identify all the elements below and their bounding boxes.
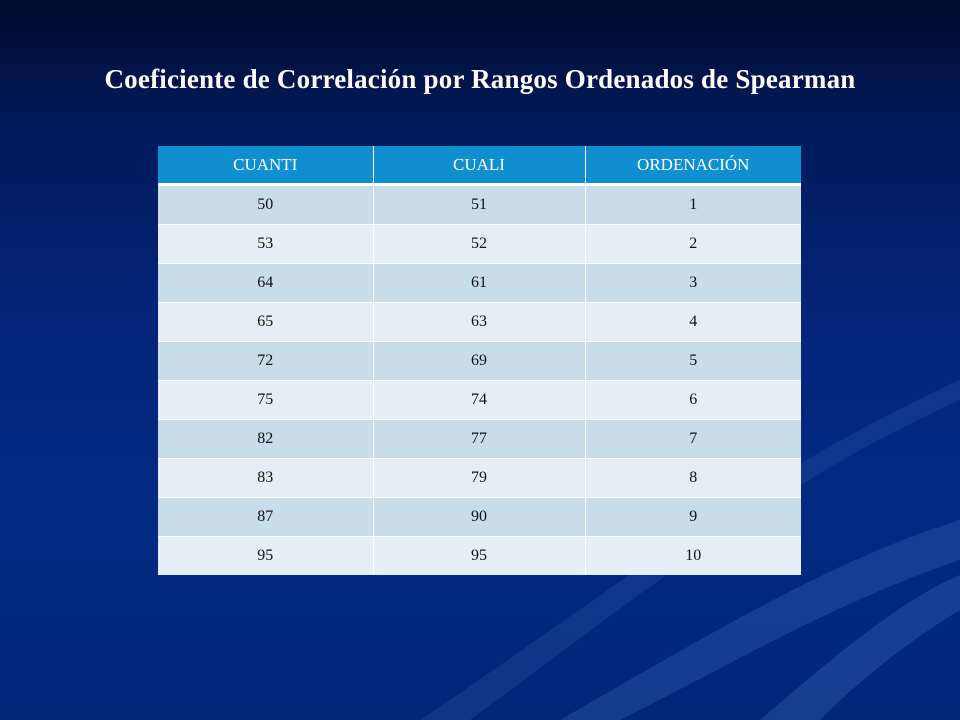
- cell-cuali: 61: [372, 263, 585, 303]
- table-row: 72 69 5: [158, 341, 801, 381]
- cell-ordenacion: 7: [584, 419, 801, 459]
- table-header-row: CUANTI CUALI ORDENACIÓN: [158, 146, 801, 186]
- cell-cuali: 52: [372, 224, 585, 264]
- cell-cuanti: 53: [158, 224, 373, 264]
- cell-ordenacion: 1: [584, 184, 801, 225]
- cell-cuali: 90: [372, 497, 585, 537]
- spearman-data-table: CUANTI CUALI ORDENACIÓN 50 51 1 53 52 2 …: [158, 146, 801, 575]
- cell-cuali: 79: [372, 458, 585, 498]
- slide-title: Coeficiente de Correlación por Rangos Or…: [104, 64, 856, 94]
- table-row: 65 63 4: [158, 302, 801, 342]
- table-row: 87 90 9: [158, 497, 801, 537]
- cell-cuanti: 83: [158, 458, 373, 498]
- table-row: 82 77 7: [158, 419, 801, 459]
- cell-ordenacion: 2: [584, 224, 801, 264]
- table-row: 53 52 2: [158, 224, 801, 264]
- cell-cuanti: 87: [158, 497, 373, 537]
- cell-ordenacion: 6: [584, 380, 801, 420]
- cell-cuali: 74: [372, 380, 585, 420]
- cell-ordenacion: 4: [584, 302, 801, 342]
- cell-ordenacion: 5: [584, 341, 801, 381]
- cell-cuali: 95: [372, 536, 585, 575]
- cell-cuanti: 95: [158, 536, 373, 575]
- cell-ordenacion: 3: [584, 263, 801, 303]
- cell-cuanti: 72: [158, 341, 373, 381]
- cell-cuanti: 50: [158, 184, 373, 225]
- cell-ordenacion: 9: [584, 497, 801, 537]
- cell-ordenacion: 8: [584, 458, 801, 498]
- cell-cuali: 69: [372, 341, 585, 381]
- cell-cuali: 77: [372, 419, 585, 459]
- column-header-ordenacion: ORDENACIÓN: [584, 146, 801, 186]
- cell-cuanti: 75: [158, 380, 373, 420]
- table-row: 75 74 6: [158, 380, 801, 420]
- table-row: 64 61 3: [158, 263, 801, 303]
- column-header-cuali: CUALI: [372, 146, 585, 186]
- column-header-cuanti: CUANTI: [158, 146, 373, 186]
- table-row: 50 51 1: [158, 184, 801, 225]
- table-row: 95 95 10: [158, 536, 801, 575]
- cell-cuanti: 64: [158, 263, 373, 303]
- cell-cuali: 63: [372, 302, 585, 342]
- cell-ordenacion: 10: [584, 536, 801, 575]
- cell-cuanti: 82: [158, 419, 373, 459]
- table-row: 83 79 8: [158, 458, 801, 498]
- cell-cuanti: 65: [158, 302, 373, 342]
- cell-cuali: 51: [372, 184, 585, 225]
